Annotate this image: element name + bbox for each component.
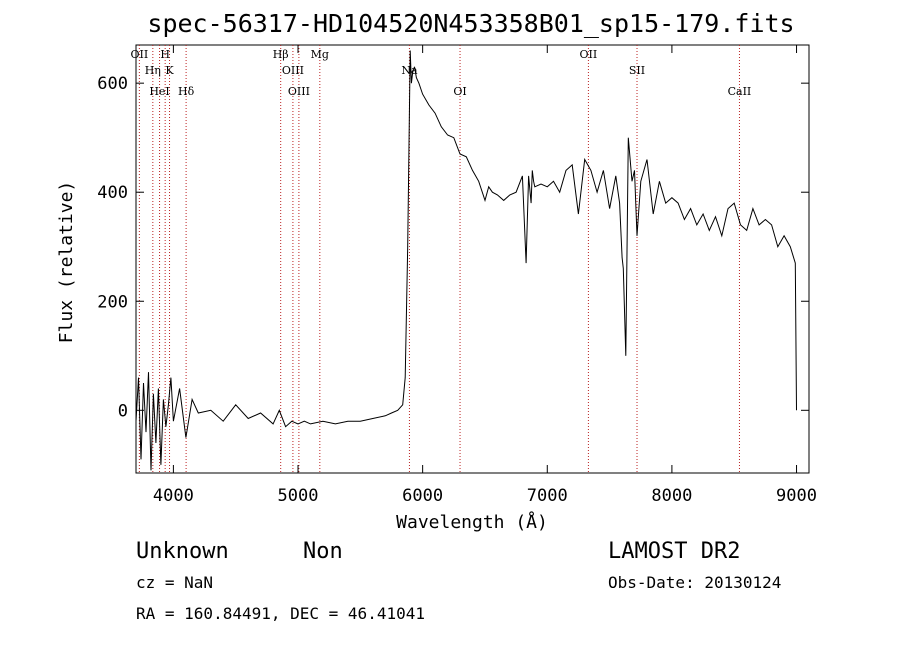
x-axis-ticks: 4000 5000 6000 7000 8000 9000: [153, 45, 817, 506]
spectral-lines: [138, 45, 740, 473]
y-tick-label: 200: [97, 292, 128, 312]
spectral-line-label: OII: [131, 48, 149, 61]
x-axis-label: Wavelength (Å): [396, 511, 548, 533]
spectral-line-label: Hδ: [178, 85, 195, 98]
plot-frame: [135, 44, 810, 474]
object-class: Unknown: [136, 539, 229, 564]
spectral-line-label: OI: [453, 85, 466, 98]
y-tick-label: 400: [97, 183, 128, 203]
spectral-line-label: SII: [629, 64, 645, 77]
redshift-cz: cz = NaN: [136, 573, 213, 592]
x-tick-label: 8000: [651, 486, 692, 506]
x-tick-label: 4000: [153, 486, 194, 506]
spectrum-series-line: [135, 50, 797, 471]
spectral-line-label: Mg: [311, 48, 329, 61]
x-tick-label: 9000: [776, 486, 817, 506]
spectral-line-label: OIII: [282, 64, 304, 77]
spectral-line-label: CaII: [728, 85, 752, 98]
spectral-line-label: HeI: [149, 85, 169, 98]
y-axis-label: Flux (relative): [56, 181, 77, 344]
object-subclass: Non: [303, 539, 343, 564]
x-tick-label: 6000: [402, 486, 443, 506]
chart-title: spec-56317-HD104520N453358B01_sp15-179.f…: [147, 9, 794, 38]
spectral-line-label: H: [160, 48, 170, 61]
coordinates: RA = 160.84491, DEC = 46.41041: [136, 604, 425, 623]
survey-name: LAMOST DR2: [608, 539, 740, 564]
spectral-line-label: Hη: [145, 64, 161, 77]
spectral-line-label: Hβ: [273, 48, 289, 61]
x-tick-label: 5000: [278, 486, 319, 506]
spectral-line-label: K: [165, 64, 174, 77]
spectral-line-label: OII: [580, 48, 598, 61]
y-tick-label: 600: [97, 74, 128, 94]
observation-date: Obs-Date: 20130124: [608, 573, 781, 592]
y-axis-ticks: 0 200 400 600: [97, 74, 809, 421]
y-tick-label: 0: [118, 401, 128, 421]
spectral-line-label: OIII: [288, 85, 310, 98]
x-tick-label: 7000: [527, 486, 568, 506]
